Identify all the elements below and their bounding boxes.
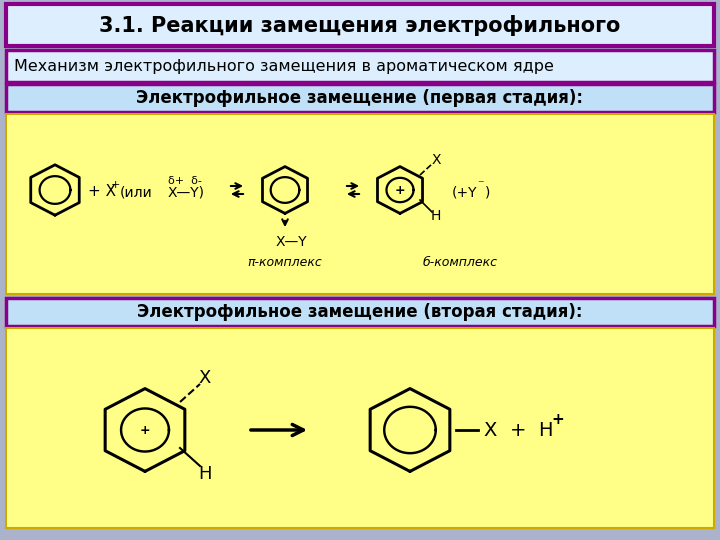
Text: X—Y: X—Y xyxy=(276,235,307,249)
Text: + X: + X xyxy=(88,185,116,199)
FancyBboxPatch shape xyxy=(6,50,714,82)
FancyBboxPatch shape xyxy=(6,328,714,528)
FancyBboxPatch shape xyxy=(6,298,714,326)
Text: H: H xyxy=(431,209,441,223)
FancyBboxPatch shape xyxy=(6,114,714,294)
Text: X: X xyxy=(199,369,211,387)
Text: ⁻: ⁻ xyxy=(477,179,484,192)
Text: +: + xyxy=(111,180,120,190)
Text: 3.1. Реакции замещения электрофильного: 3.1. Реакции замещения электрофильного xyxy=(99,15,621,36)
FancyBboxPatch shape xyxy=(6,4,714,46)
Text: ): ) xyxy=(485,185,490,199)
Text: X: X xyxy=(431,153,441,167)
Text: (или: (или xyxy=(120,185,153,199)
Text: X: X xyxy=(483,422,496,441)
Text: Электрофильное замещение (вторая стадия):: Электрофильное замещение (вторая стадия)… xyxy=(138,303,582,321)
Text: π-комплекс: π-комплекс xyxy=(248,255,323,268)
Text: +: + xyxy=(395,184,405,197)
Text: δ+  δ-: δ+ δ- xyxy=(168,176,202,186)
Text: б-комплекс: б-комплекс xyxy=(423,255,498,268)
FancyBboxPatch shape xyxy=(6,84,714,112)
Text: H: H xyxy=(198,465,212,483)
Text: +  H: + H xyxy=(510,422,554,441)
Text: X—Y): X—Y) xyxy=(168,185,205,199)
Text: +: + xyxy=(551,413,564,428)
Text: +: + xyxy=(140,423,150,436)
Text: (+Y: (+Y xyxy=(452,185,477,199)
Text: Электрофильное замещение (первая стадия):: Электрофильное замещение (первая стадия)… xyxy=(137,89,583,107)
Text: Механизм электрофильного замещения в ароматическом ядре: Механизм электрофильного замещения в аро… xyxy=(14,58,554,73)
